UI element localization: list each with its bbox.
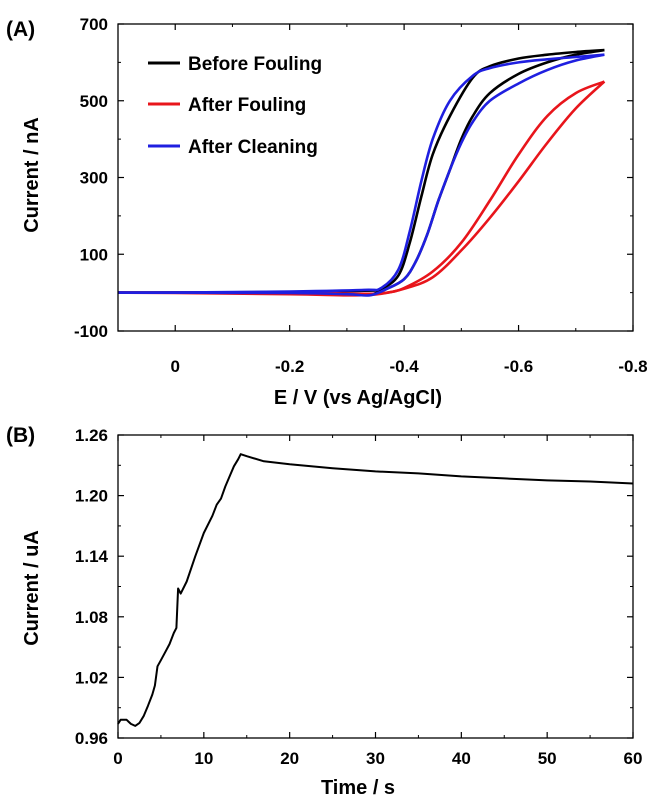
y-tick-label: 1.20 [75,487,108,506]
x-tick-label: 0 [170,357,179,376]
series-line-before-fouling-reverse [118,48,605,297]
panel-b-ticks: 0.96 1.02 1.08 1.14 1.20 1.26 0 10 20 30 40 50 60 [75,426,643,768]
x-tick-label: 30 [366,749,385,768]
series-line-after-cleaning-forward [117,53,605,294]
y-tick-label: 100 [80,245,108,264]
panel-a-legend: Before Fouling After Fouling After Clean… [148,54,322,158]
x-tick-label: 20 [280,749,299,768]
x-tick-label: -0.6 [504,357,533,376]
panel-b-x-axis-title: Time / s [321,777,395,799]
x-tick-label: 10 [194,749,213,768]
panel-a-chart: (A) Current / nA E / V (vs Ag/AgCl) -100… [6,15,647,409]
y-tick-label: 1.26 [75,426,108,445]
y-tick-label: -100 [74,322,108,341]
y-tick-label: 300 [80,169,108,188]
x-tick-label: 0 [113,749,122,768]
x-tick-label: -0.4 [389,357,419,376]
y-tick-label: 700 [80,15,108,34]
x-tick-label: -0.8 [618,357,647,376]
legend-label-before-fouling: Before Fouling [188,54,322,75]
panel-b-y-axis-title: Current / uA [21,530,43,646]
panel-b-chart: (B) Current / uA Time / s 0.96 1.02 1.08 1.… [6,424,642,799]
legend-label-after-fouling: After Fouling [188,95,306,116]
panel-b-frame [117,434,634,739]
series-line-before-fouling-forward [117,48,605,294]
x-tick-label: 50 [538,749,557,768]
panel-a-series [117,48,606,297]
panel-a-label: (A) [6,18,35,41]
panel-a-frame [117,23,634,332]
x-tick-label: 40 [452,749,471,768]
y-tick-label: 1.02 [75,668,108,687]
panel-b-series [117,453,634,727]
y-tick-label: 500 [80,92,108,111]
x-tick-label: 60 [624,749,643,768]
x-tick-label: -0.2 [275,357,304,376]
legend-label-after-cleaning: After Cleaning [188,137,318,158]
y-tick-label: 1.08 [75,608,108,627]
y-tick-label: 1.14 [75,547,109,566]
panel-b-label: (B) [6,424,35,447]
panel-a-ticks: -100 100 300 500 700 0 -0.2 -0.4 -0.6 -0.8 [74,15,647,376]
panel-a-y-axis-title: Current / nA [21,117,43,233]
panel-a-x-axis-title: E / V (vs Ag/AgCl) [274,387,442,409]
series-line-after-cleaning-reverse [118,53,605,297]
y-tick-label: 0.96 [75,729,108,748]
series-line-series-0 [117,453,634,727]
